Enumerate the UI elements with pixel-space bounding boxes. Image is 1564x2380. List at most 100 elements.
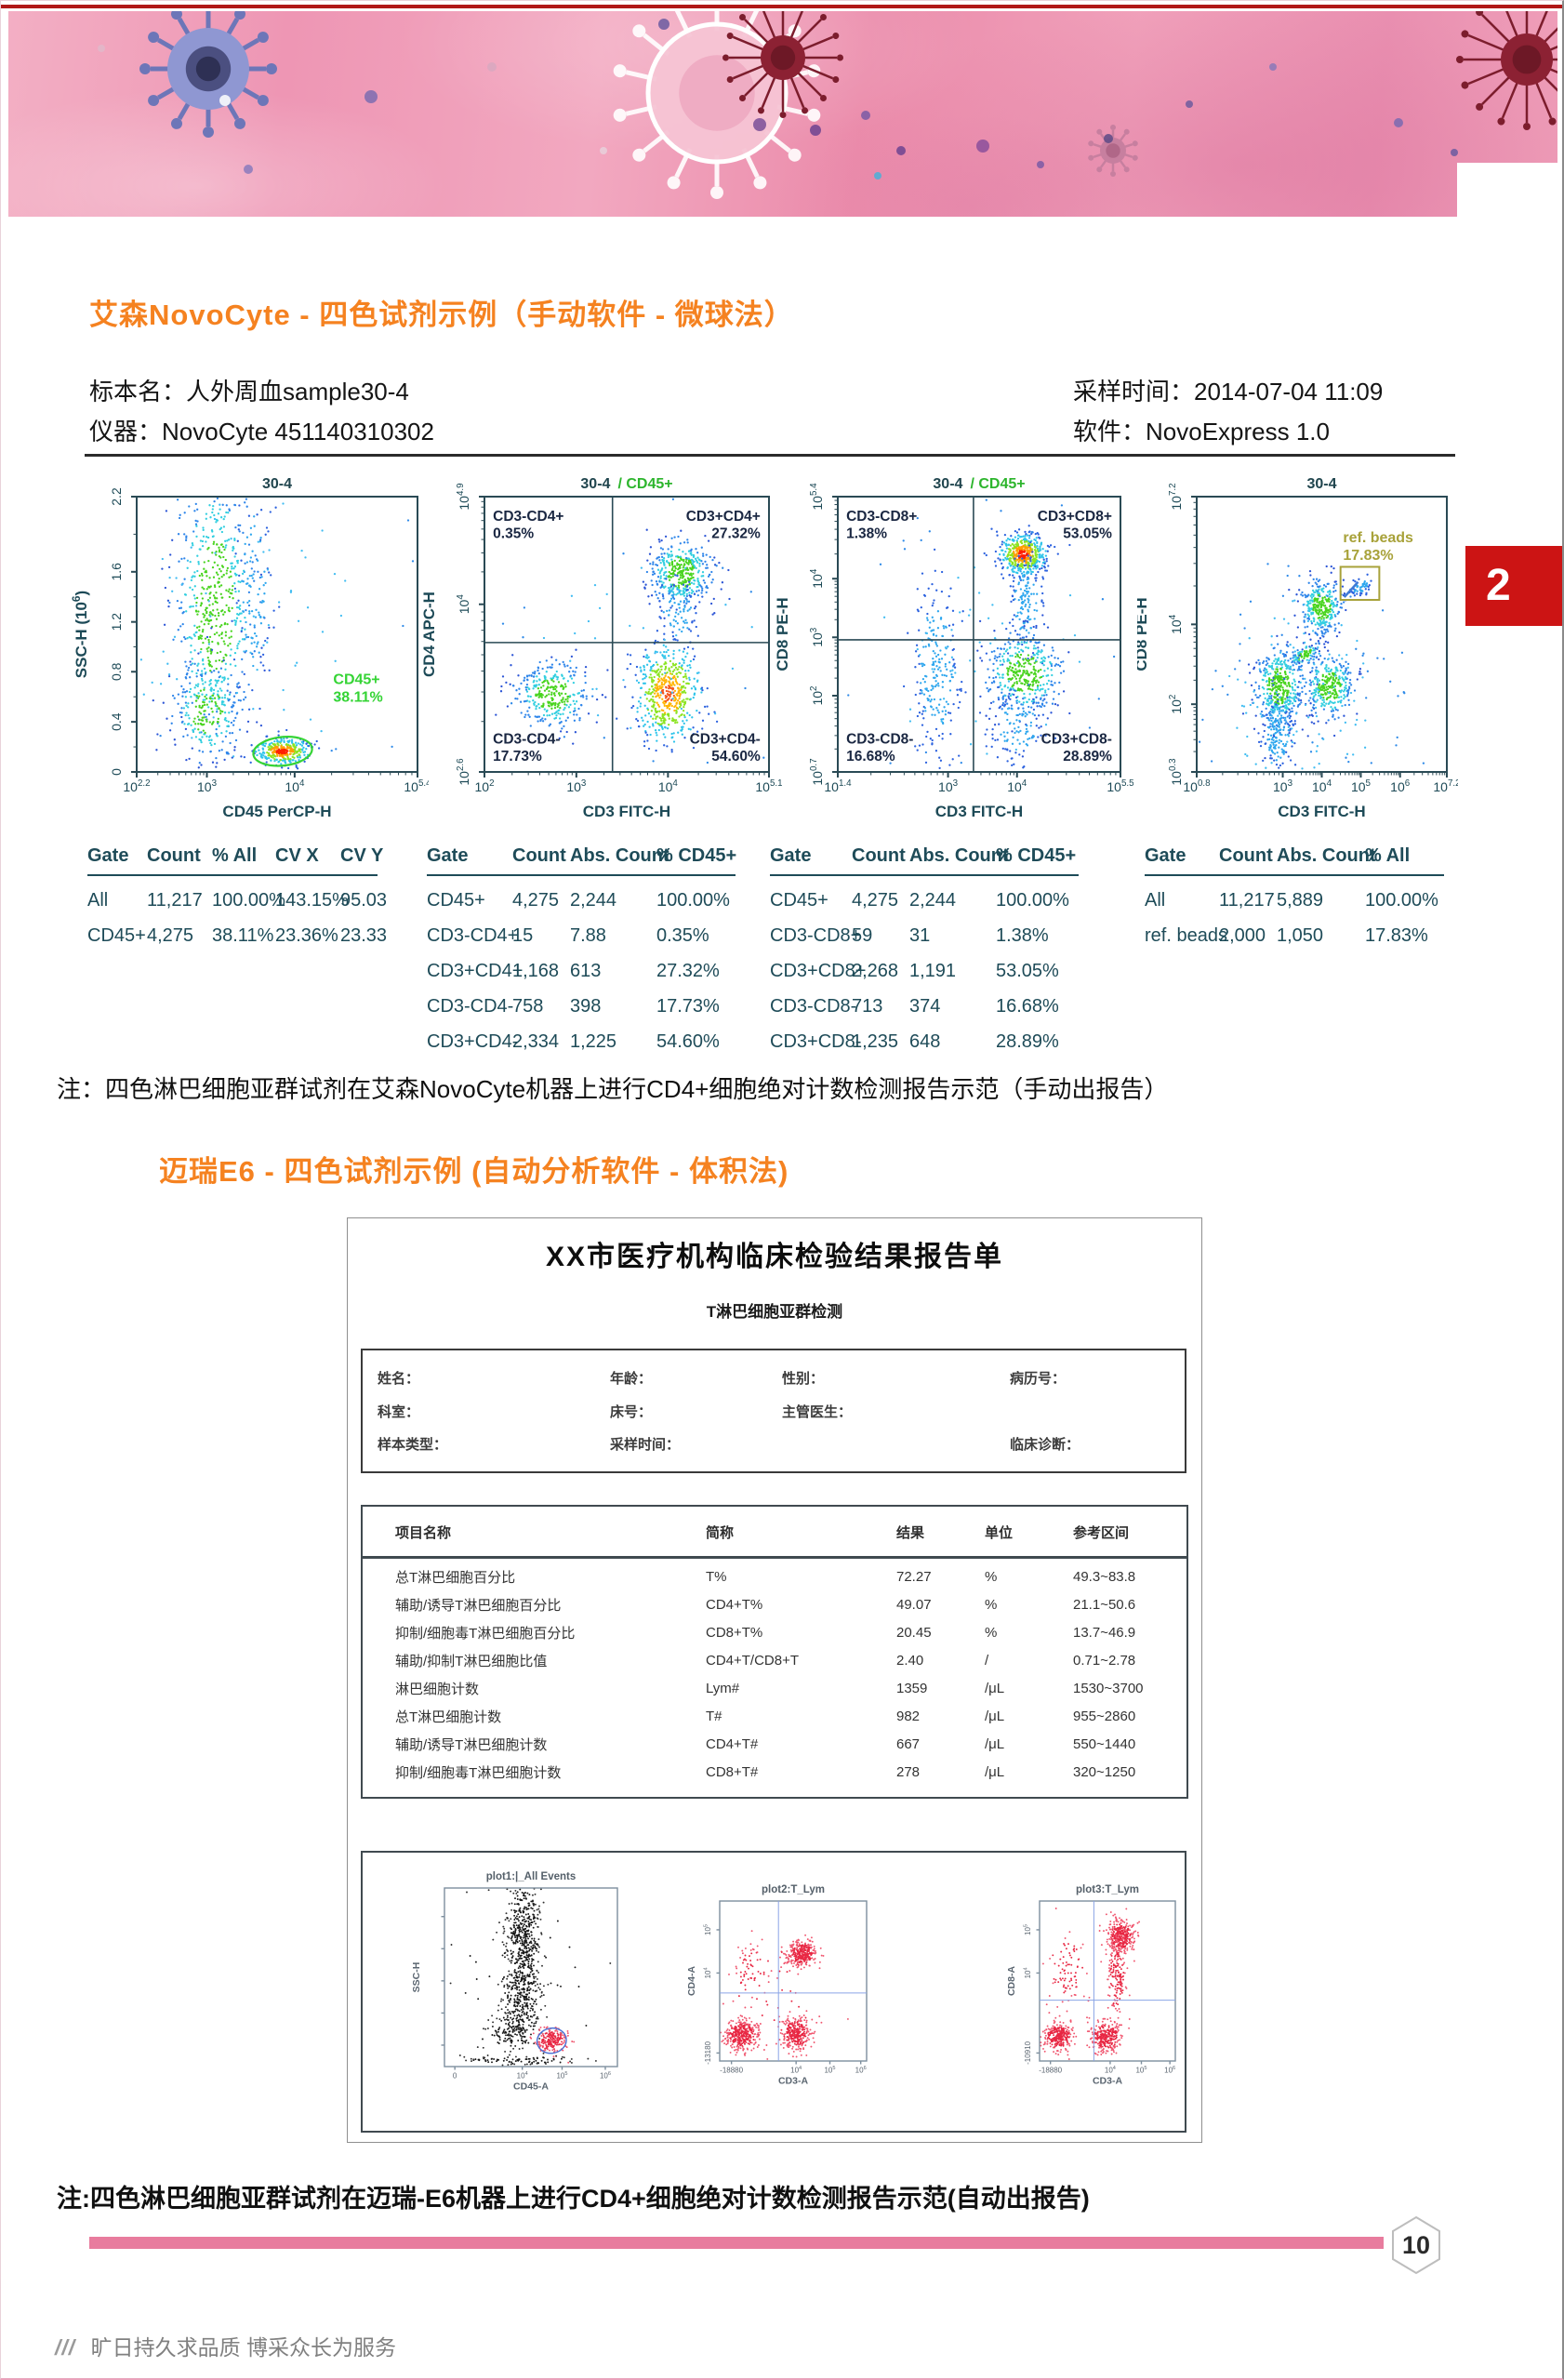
- section2-title: 迈瑞E6 - 四色试剂示例 (自动分析软件 - 体积法): [159, 1155, 789, 1188]
- hexagon-shape: [1392, 2215, 1440, 2275]
- table-cell: All: [87, 890, 109, 911]
- table-row: CD3-CD4- 758 398 17.73%: [427, 982, 736, 1017]
- table-cell: 20.45: [896, 1625, 932, 1641]
- virus-icon: [1456, 11, 1557, 130]
- table-cell: 648: [909, 1031, 941, 1052]
- svg-text:CD45+: CD45+: [333, 671, 379, 687]
- table-row: 辅助/诱导T淋巴细胞计数 CD4+T# 667/μL 550~1440: [362, 1726, 1187, 1754]
- svg-text:CD3-CD8+: CD3-CD8+: [846, 509, 917, 525]
- table-cell: 4,275: [147, 925, 194, 946]
- patient-field-label: 科室：: [378, 1403, 420, 1420]
- particle-dot: [1451, 149, 1458, 156]
- patient-info-box: 姓名： 年龄： 性别： 病历号： 科室： 床号： 主管医生： 样本类型： 采样时间： 临床诊断：: [361, 1349, 1186, 1473]
- table-cell: 16.68%: [996, 996, 1059, 1017]
- table-cell: 278: [896, 1764, 921, 1780]
- particle-dot: [810, 125, 821, 136]
- flow-plot-cd8-vs-cd3: 30-4/ CD45+ 101.4 103 104 105.5 100.7 102 103 10…: [765, 471, 1134, 844]
- table-cell: CD45+: [427, 890, 485, 911]
- table-row: ref. beads 2,000 1,050 17.83%: [1145, 911, 1444, 947]
- table-cell: 28.89%: [996, 1031, 1059, 1052]
- column-header: 单位: [985, 1506, 1073, 1559]
- table-cell: 54.60%: [656, 1031, 720, 1052]
- svg-text:104: 104: [658, 778, 679, 794]
- table-row: 辅助/抑制T淋巴细胞比值 CD4+T/CD8+T 2.40 / 0.71~2.78: [362, 1642, 1187, 1670]
- table-cell: 抑制/细胞毒T淋巴细胞百分比: [395, 1626, 576, 1642]
- svg-text:CD3-CD4+: CD3-CD4+: [493, 509, 563, 525]
- svg-text:105.4: 105.4: [404, 778, 429, 794]
- table-cell: 320~1250: [1073, 1764, 1136, 1780]
- table-cell: 23.33: [340, 925, 388, 946]
- svg-text:27.32%: 27.32%: [711, 525, 761, 541]
- table-cell: 1359: [896, 1681, 928, 1696]
- table-cell: 49.07: [896, 1597, 932, 1613]
- svg-text:53.05%: 53.05%: [1063, 525, 1112, 541]
- svg-text:103: 103: [809, 627, 825, 647]
- patient-field-label: 床号：: [610, 1403, 653, 1420]
- svg-text:1.6: 1.6: [109, 563, 124, 581]
- gate-stats-table-4: Gate Count Abs. Count% All All 11,217 5,889 10…: [1145, 845, 1444, 947]
- table-cell: CD4+T/CD8+T: [706, 1653, 800, 1669]
- table-row: CD3+CD8- 1,235 648 28.89%: [770, 1017, 1079, 1053]
- table-row: All 11,217 100.00% 143.15% 95.03: [87, 875, 387, 911]
- svg-text:103: 103: [566, 778, 587, 794]
- svg-text:CD3+CD4-: CD3+CD4-: [690, 732, 761, 748]
- report-cd4-vs-cd3: plot2:T_Lym-18880 104 105 106-13180104105CD…: [686, 1884, 868, 2087]
- table-cell: 398: [570, 996, 602, 1017]
- table-row: CD45+ 4,275 38.11% 23.36% 23.33: [87, 911, 388, 947]
- note-novocyte: 注：四色淋巴细胞亚群试剂在艾森NovoCyte机器上进行CD4+细胞绝对计数检测…: [57, 1075, 1169, 1103]
- particle-dot: [364, 90, 378, 103]
- svg-text:0: 0: [109, 768, 124, 776]
- table-cell: 总T淋巴细胞计数: [395, 1709, 502, 1725]
- patient-field-label: 样本类型：: [378, 1437, 448, 1454]
- table-cell: 2,244: [570, 890, 617, 911]
- patient-field-label: 采样时间：: [610, 1437, 681, 1454]
- table-cell: /: [985, 1653, 989, 1669]
- table-cell: 2,000: [1219, 925, 1266, 946]
- table-cell: 0.35%: [656, 925, 709, 946]
- particle-dot: [753, 118, 766, 131]
- table-cell: 100.00%: [656, 890, 730, 911]
- table-row: CD45+ 4,275 2,244 100.00%: [427, 875, 736, 911]
- report-plot-cd4-cd3: plot2:T_Lym -18880 104 105 106 -13180 104 105 CD…: [683, 1882, 878, 2111]
- svg-text:30-4: 30-4: [262, 476, 292, 492]
- table-cell: 59: [852, 925, 873, 946]
- table-cell: 713: [852, 996, 883, 1017]
- novocyte-cd4-vs-cd3: 30-4/ CD45+ 102 103 104 105.1 102.6 104 104.9 CD…: [420, 476, 783, 820]
- header-notch: [1457, 163, 1557, 217]
- footer: /// 旷日持久求品质 博采众长为服务: [55, 2330, 396, 2361]
- table-cell: /μL: [985, 1681, 1005, 1696]
- divider-line: [85, 454, 1455, 457]
- particle-dot: [874, 172, 881, 179]
- table-cell: 2,334: [512, 1031, 560, 1052]
- particle-dot: [219, 95, 231, 106]
- table-cell: 982: [896, 1709, 921, 1724]
- svg-text:17.73%: 17.73%: [493, 749, 542, 765]
- svg-text:102: 102: [474, 778, 494, 794]
- top-accent-line: [1, 5, 1562, 8]
- table-row: CD45+ 4,275 2,244 100.00%: [770, 875, 1079, 911]
- svg-text:1.38%: 1.38%: [846, 525, 887, 541]
- table-cell: 53.05%: [996, 961, 1059, 981]
- svg-text:104: 104: [285, 778, 305, 794]
- column-header: Abs. Count: [909, 845, 1009, 876]
- table-row: 抑制/细胞毒T淋巴细胞计数 CD8+T# 278/μL 320~1250: [362, 1754, 1187, 1798]
- table-cell: 1,168: [512, 961, 560, 981]
- column-header: 简称: [706, 1506, 896, 1559]
- table-cell: %: [985, 1625, 998, 1641]
- svg-text:101.4: 101.4: [824, 778, 852, 794]
- particle-dot: [600, 147, 607, 154]
- column-header: % CD45+: [996, 845, 1079, 876]
- svg-text:CD3 FITC-H: CD3 FITC-H: [583, 803, 670, 820]
- table-cell: CD3+CD8+: [770, 961, 867, 981]
- table-cell: 抑制/细胞毒T淋巴细胞计数: [395, 1765, 562, 1781]
- table-row: All 11,217 5,889 100.00%: [1145, 875, 1444, 911]
- report-sheet: XX市医疗机构临床检验结果报告单 T淋巴细胞亚群检测 姓名： 年龄： 性别： 病历号：…: [347, 1217, 1202, 2143]
- report-title: XX市医疗机构临床检验结果报告单: [545, 1242, 1004, 1272]
- virus-icon: [139, 11, 277, 138]
- svg-text:54.60%: 54.60%: [711, 749, 761, 765]
- table-cell: 7.88: [570, 925, 606, 946]
- header-banner: [8, 11, 1557, 217]
- report-cd8-vs-cd3: plot3:T_Lym-18880 104 105 106-10910104105CD…: [1006, 1884, 1176, 2087]
- svg-text:104: 104: [456, 594, 471, 615]
- footer-slashes-icon: ///: [55, 2335, 76, 2360]
